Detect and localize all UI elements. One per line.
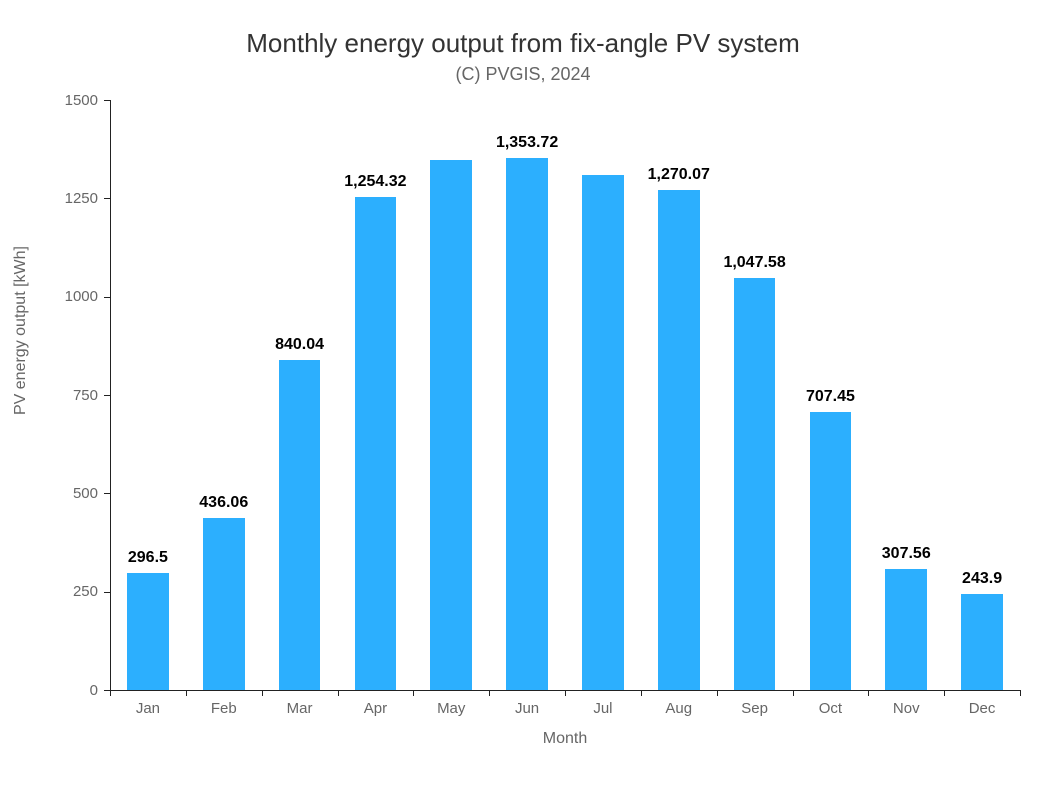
bar-value-label: 1,047.58	[700, 254, 810, 272]
x-tick-mark	[413, 690, 414, 696]
bar-value-label: 436.06	[169, 494, 279, 512]
x-tick-label: May	[413, 700, 489, 717]
bar	[203, 518, 245, 690]
x-tick-mark	[641, 690, 642, 696]
bar	[582, 175, 624, 690]
y-tick-label: 750	[0, 387, 98, 404]
y-tick-label: 250	[0, 583, 98, 600]
bar	[430, 160, 472, 690]
bar-value-label: 307.56	[851, 545, 961, 563]
bar-value-label: 840.04	[245, 336, 355, 354]
bar-value-label: 707.45	[775, 388, 885, 406]
x-tick-label: Feb	[186, 700, 262, 717]
bar	[127, 573, 169, 690]
y-tick-label: 1250	[0, 190, 98, 207]
bar	[810, 412, 852, 690]
x-tick-mark	[717, 690, 718, 696]
x-tick-mark	[793, 690, 794, 696]
x-tick-label: Oct	[793, 700, 869, 717]
y-tick-label: 1000	[0, 288, 98, 305]
bar-value-label: 296.5	[93, 549, 203, 567]
x-tick-mark	[489, 690, 490, 696]
bar	[961, 594, 1003, 690]
chart-container: Monthly energy output from fix-angle PV …	[0, 0, 1046, 800]
y-tick-mark	[104, 395, 110, 396]
bar-value-label: 1,270.07	[624, 166, 734, 184]
x-axis-title: Month	[110, 730, 1020, 748]
y-tick-mark	[104, 100, 110, 101]
bar-value-label: 243.9	[927, 570, 1037, 588]
bar	[355, 197, 397, 690]
y-tick-mark	[104, 198, 110, 199]
x-tick-mark	[1020, 690, 1021, 696]
x-tick-label: Jun	[489, 700, 565, 717]
bar	[885, 569, 927, 690]
x-tick-mark	[944, 690, 945, 696]
x-tick-label: Apr	[338, 700, 414, 717]
x-tick-label: Jan	[110, 700, 186, 717]
y-tick-label: 1500	[0, 92, 98, 109]
x-tick-mark	[338, 690, 339, 696]
bar-value-label: 1,353.72	[472, 134, 582, 152]
y-axis-line	[110, 100, 111, 690]
x-tick-label: Dec	[944, 700, 1020, 717]
x-tick-mark	[565, 690, 566, 696]
chart-subtitle: (C) PVGIS, 2024	[0, 64, 1046, 85]
y-tick-mark	[104, 592, 110, 593]
bar	[279, 360, 321, 690]
bar	[506, 158, 548, 690]
x-tick-label: Aug	[641, 700, 717, 717]
y-tick-mark	[104, 297, 110, 298]
bar	[658, 190, 700, 690]
x-tick-label: Nov	[868, 700, 944, 717]
y-tick-label: 500	[0, 485, 98, 502]
x-tick-label: Mar	[262, 700, 338, 717]
bar	[734, 278, 776, 690]
y-tick-mark	[104, 493, 110, 494]
chart-title: Monthly energy output from fix-angle PV …	[0, 28, 1046, 59]
x-tick-mark	[262, 690, 263, 696]
x-tick-mark	[186, 690, 187, 696]
x-tick-label: Sep	[717, 700, 793, 717]
y-tick-label: 0	[0, 682, 98, 699]
x-tick-label: Jul	[565, 700, 641, 717]
x-tick-mark	[110, 690, 111, 696]
x-tick-mark	[868, 690, 869, 696]
bar-value-label: 1,254.32	[320, 173, 430, 191]
